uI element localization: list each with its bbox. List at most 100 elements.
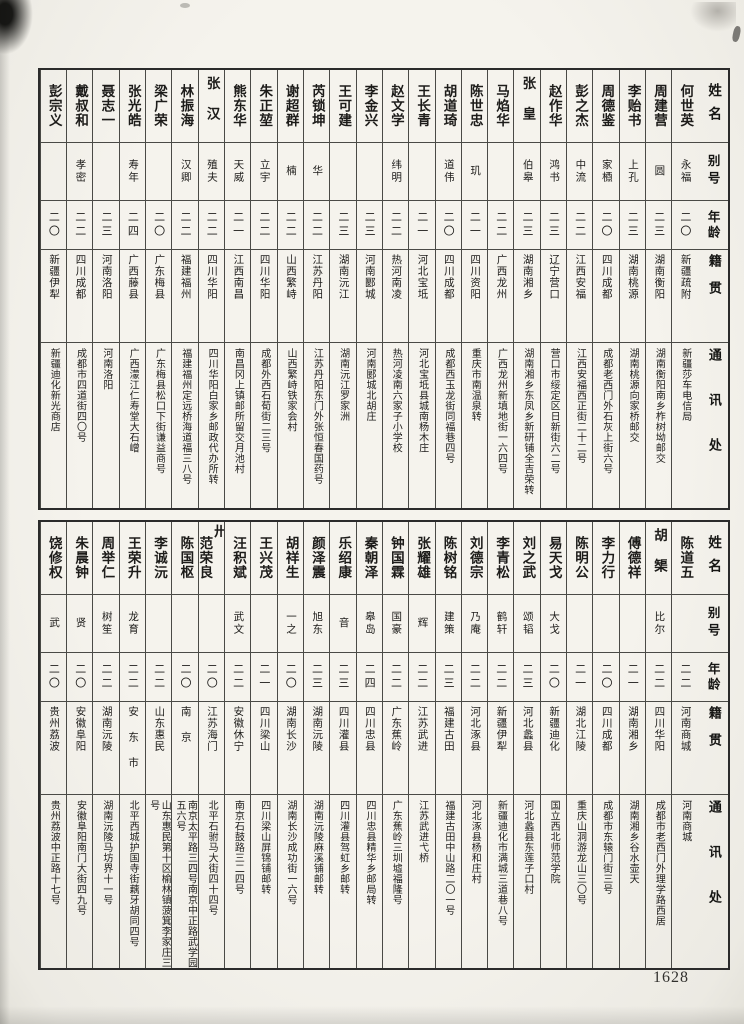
entry-name: 胡祥生 [278, 522, 303, 594]
entry-origin: 四川资阳 [461, 249, 488, 342]
entry-origin: 福建古田 [435, 701, 461, 794]
entry-origin-text: 湖南湘乡 [627, 706, 640, 752]
entry-age: 二一 [619, 652, 646, 701]
entry-origin: 贵州荔波 [40, 701, 67, 794]
entry-alias: 天威 [225, 142, 251, 200]
entry-name-text: 赵作华 [545, 84, 562, 128]
entry-name-text: 颜泽震 [308, 536, 325, 580]
entry-age-text: 二一 [626, 663, 640, 691]
entry-name: 何世英 [672, 70, 697, 142]
entry-name-text: 张皇 [519, 75, 536, 137]
entry-age: 二二 [198, 200, 225, 249]
directory-entry: 赵作华 鸿书 二三 辽宁营口 营口市绥定区日新街六二号 [539, 70, 567, 508]
entry-origin: 山东惠民 [146, 701, 172, 794]
scan-artifact-speck [180, 3, 190, 8]
entry-address: 热河凌南六家子小学校 [382, 342, 409, 508]
entry-alias [488, 142, 514, 200]
entry-origin-text: 江西安福 [574, 254, 587, 300]
entry-age-text: 二三 [626, 211, 640, 239]
entry-alias: 寿年 [119, 142, 146, 200]
entry-age-text: 二四 [126, 211, 140, 239]
entry-address-text: 国立西北师范学院 [548, 800, 560, 884]
entry-address: 安徽阜阳南门大街四九号 [67, 794, 93, 968]
entry-age: 二三 [514, 652, 540, 701]
entry-alias-text: 伯皋 [521, 159, 534, 184]
entry-age-text: 二二 [415, 663, 429, 691]
entry-alias: 鹤轩 [488, 594, 514, 652]
entry-name-text: 朱晨钟 [72, 536, 89, 580]
entry-name: 陈道五 [672, 522, 697, 594]
entry-origin-text: 四川成都 [600, 254, 613, 300]
directory-entry: 钟国霖 国豪 二二 广东蕉岭 广东蕉岭三圳墟福隆号 [381, 522, 409, 968]
entry-origin: 四川华阳 [646, 701, 672, 794]
entry-address-text: 热河凌南六家子小学校 [390, 348, 402, 453]
entry-age-text: 二〇 [178, 663, 192, 691]
directory-entry: 陈树铭 建策 二三 福建古田 福建古田中山路二〇一号 [434, 522, 461, 968]
entry-address: 江苏武进弋桥 [409, 794, 435, 968]
entry-origin: 河南商城 [672, 701, 698, 794]
entry-address: 湖南湘乡东凤乡新研铺全吉荣转 [514, 342, 540, 508]
entry-origin: 四川忠县 [356, 701, 382, 794]
entry-address-text: 新疆莎车电信局 [679, 348, 691, 422]
entry-origin-text: 河北蠡县 [521, 706, 534, 752]
entry-address: 江苏丹阳东门外张恒春国药号 [303, 342, 330, 508]
entry-alias: 伯皋 [514, 142, 540, 200]
entry-alias [356, 142, 382, 200]
entry-name-text: 周建营 [650, 84, 667, 128]
column-header-origin: 籍贯 [697, 701, 728, 794]
entry-alias: 汉卿 [172, 142, 198, 200]
entry-address-text: 河北蠡县东莲子口村 [521, 800, 533, 895]
entry-age: 二四 [356, 652, 382, 701]
entry-age-text: 二三 [336, 663, 350, 691]
entry-alias [567, 594, 593, 652]
entry-origin: 江西南昌 [225, 249, 251, 342]
entry-origin-text: 广西藤县 [127, 254, 140, 300]
entry-address-text: 成都市四道街四〇号 [74, 348, 86, 443]
entry-age-text: 二〇 [205, 663, 219, 691]
entry-name: 聂志一 [93, 70, 118, 142]
entry-alias-text: 上孔 [627, 159, 640, 184]
entry-age: 二二 [119, 652, 146, 701]
entry-origin-text: 广东蕉岭 [390, 706, 403, 752]
entry-alias: 建策 [435, 594, 461, 652]
entry-origin: 南京 [172, 701, 198, 794]
entry-alias-text: 音 [337, 617, 350, 630]
entry-age: 二三 [619, 200, 646, 249]
column-header-label: 年龄 [705, 209, 721, 241]
entry-age: 二二 [382, 652, 409, 701]
entry-age-text: 二三 [336, 211, 350, 239]
entry-address: 南昌冈上镇邮所留交月池村 [225, 342, 251, 508]
entry-address-text: 湖南衡阳南乡柞树坳邮交 [653, 348, 665, 464]
entry-age: 二〇 [672, 200, 698, 249]
entry-alias-text: 孝密 [74, 159, 87, 184]
entry-origin-text: 四川华阳 [258, 254, 271, 300]
column-header-alias: 别号 [697, 594, 728, 652]
entry-age: 二二 [646, 652, 672, 701]
entry-address: 营口市绥定区日新街六二号 [540, 342, 567, 508]
entry-origin-text: 四川成都 [442, 254, 455, 300]
entry-name-text: 陈世忠 [466, 84, 483, 128]
entry-age-text: 二三 [652, 211, 666, 239]
entry-age: 二二 [303, 200, 330, 249]
entry-name: 朱晨钟 [67, 522, 92, 594]
directory-entry: 颜泽震 旭东 二三 湖南沅陵 湖南沅陵麻溪铺邮转 [302, 522, 330, 968]
entry-address-text: 南京石鼓路三二四号 [232, 800, 244, 895]
entry-address-text: 江苏丹阳东门外张恒春国药号 [311, 348, 323, 485]
entry-address-text: 河南郾城北胡庄 [363, 348, 375, 422]
directory-entry: 傅德祥 二一 湖南湘乡 湖南湘乡谷水壶天 [618, 522, 646, 968]
entry-age-text: 二二 [494, 211, 508, 239]
entry-address-text: 四川华阳白家乡邮政代办所转 [206, 348, 218, 485]
entry-alias: 树笙 [93, 594, 119, 652]
entry-origin-text: 新疆迪化 [548, 706, 561, 752]
entry-alias: 国豪 [382, 594, 409, 652]
entry-address-text: 江苏武进弋桥 [416, 800, 428, 863]
entry-origin-text: 湖南湘乡 [521, 254, 534, 300]
entry-address-text: 山东惠民第十区榆林镇菠箕李家庄三号 [147, 800, 171, 968]
entry-alias [672, 594, 698, 652]
entry-age-text: 二〇 [47, 663, 61, 691]
entry-age-text: 二二 [205, 211, 219, 239]
entry-name-text: 钟国霖 [387, 536, 404, 580]
entry-origin: 新疆疏附 [672, 249, 698, 342]
entry-name: 彭宗义 [41, 70, 66, 142]
entry-address: 成都市东辕门街三号 [593, 794, 619, 968]
